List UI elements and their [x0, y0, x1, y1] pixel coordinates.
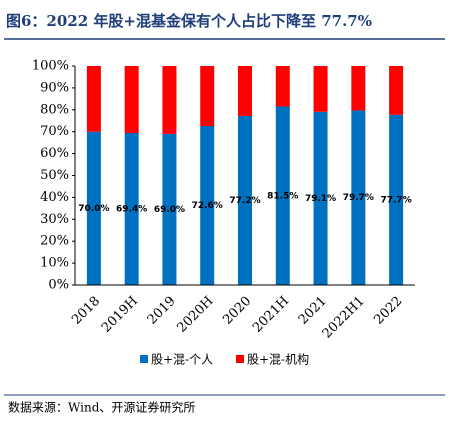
x-tick-label: 2018 — [69, 294, 103, 328]
value-label: 81.5% — [267, 191, 298, 201]
bar-segment — [200, 66, 215, 127]
value-label: 79.1% — [305, 194, 336, 204]
bar-segment — [238, 115, 252, 285]
bar-segment — [351, 110, 366, 285]
legend-swatch — [236, 355, 244, 363]
x-tick-label: 2019 — [145, 294, 179, 328]
y-tick-label: 80% — [40, 102, 69, 117]
bar-segment — [351, 66, 366, 111]
x-tick-label: 2020 — [220, 294, 254, 328]
x-tick-label: 2021H — [250, 294, 292, 336]
bar-segment — [124, 133, 139, 285]
bar-segment — [275, 66, 290, 107]
y-tick-label: 0% — [48, 278, 69, 293]
bar-segment — [200, 126, 215, 285]
bar-segment — [313, 66, 328, 112]
value-label: 77.2% — [229, 196, 260, 206]
bar-segment — [124, 66, 139, 134]
bar-segment — [162, 133, 177, 285]
bar-segment — [275, 106, 290, 285]
x-tick-label: 2020H — [175, 294, 217, 336]
bar-segment — [313, 111, 328, 286]
bar-segment — [389, 66, 404, 115]
chart-title: 图6：2022 年股+混基金保有个人占比下降至 77.7% — [6, 12, 372, 30]
legend-swatch — [140, 355, 148, 363]
value-label: 69.4% — [116, 205, 147, 215]
y-tick-label: 60% — [40, 146, 69, 161]
y-tick-label: 10% — [40, 256, 69, 271]
bar-segment — [162, 66, 177, 134]
value-label: 77.7% — [380, 195, 411, 205]
x-tick-label: 2021 — [296, 294, 330, 328]
y-tick-label: 40% — [40, 190, 69, 205]
y-tick-label: 90% — [40, 80, 69, 95]
value-label: 79.7% — [343, 193, 374, 203]
y-tick-label: 50% — [40, 168, 69, 183]
y-tick-label: 20% — [40, 234, 69, 249]
bar-segment — [86, 66, 101, 132]
y-tick-label: 30% — [40, 212, 69, 227]
legend-label: 股+混-机构 — [247, 352, 309, 367]
bar-segment — [86, 131, 101, 285]
legend-label: 股+混-个人 — [151, 353, 213, 367]
source: 数据来源：Wind、开源证券研究所 — [8, 400, 195, 415]
value-label: 70.0% — [78, 204, 109, 214]
bar-segment — [389, 114, 404, 285]
value-label: 72.6% — [192, 201, 223, 211]
bar-segment — [238, 66, 252, 116]
x-tick-label: 2019H — [99, 294, 141, 336]
y-tick-label: 70% — [40, 124, 69, 139]
value-label: 69.0% — [154, 205, 185, 215]
x-tick-label: 2022 — [371, 294, 405, 328]
y-tick-label: 100% — [32, 59, 69, 74]
x-tick-label: 2022H1 — [320, 294, 368, 342]
